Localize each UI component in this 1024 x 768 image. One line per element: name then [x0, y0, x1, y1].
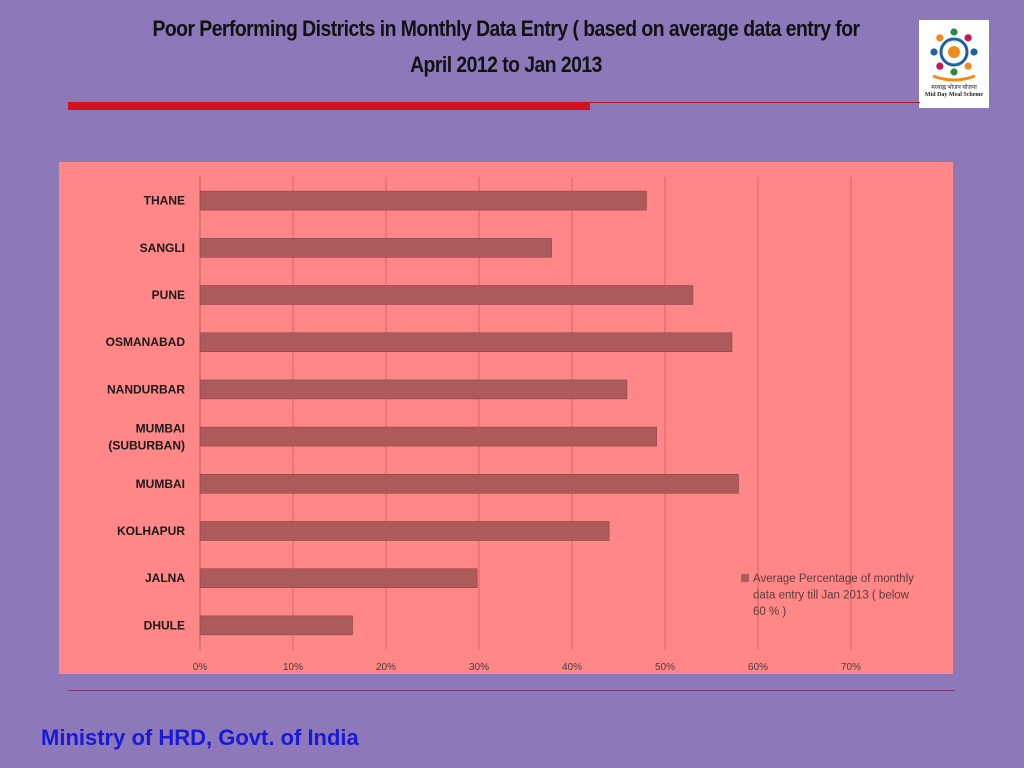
x-tick-label: 30% — [469, 662, 489, 673]
bar — [199, 521, 610, 541]
logo-figure — [936, 34, 944, 42]
bar — [199, 238, 552, 258]
bar — [199, 332, 733, 352]
footer-rule-line — [68, 690, 955, 691]
bar — [199, 473, 739, 494]
bar — [199, 285, 694, 305]
x-tick-label: 50% — [655, 662, 675, 673]
logo-figure — [950, 28, 958, 36]
slide-title-line-2: April 2012 to Jan 2013 — [410, 52, 602, 77]
logo-figure — [964, 34, 972, 42]
bar — [199, 426, 657, 447]
x-tick-label: 20% — [376, 662, 396, 673]
x-tick-label: 40% — [562, 662, 582, 673]
category-label: KOLHAPUR — [117, 524, 185, 538]
category-label: MUMBAI (SUBURBAN) — [108, 422, 185, 453]
footer-text: Ministry of HRD, Govt. of India — [41, 725, 359, 750]
category-label: THANE — [144, 194, 185, 208]
logo-figure — [936, 62, 944, 70]
x-tick-label: 0% — [193, 662, 208, 673]
bar — [199, 615, 353, 636]
legend-label: Average Percentage of monthly data entry … — [753, 573, 914, 618]
bar — [199, 568, 478, 589]
category-label: PUNE — [152, 288, 185, 302]
logo-english-text: Mid Day Meal Scheme — [924, 92, 984, 98]
legend-swatch — [741, 574, 749, 582]
logo-figure — [950, 68, 958, 76]
bar — [199, 190, 647, 211]
category-label: SANGLI — [140, 241, 185, 255]
mid-day-meal-scheme-logo-icon — [930, 28, 978, 82]
category-label: MUMBAI — [136, 477, 185, 491]
chart-panel: 0% 10% 20% 30% 40% 50% 60% 70% THANE SANGLI PUNE OS… — [59, 162, 953, 674]
title-accent-bar — [68, 102, 590, 110]
category-label: JALNA — [145, 571, 185, 585]
bar-chart: 0% 10% 20% 30% 40% 50% 60% 70% THANE SANGLI PUNE OS… — [106, 177, 914, 673]
bar — [199, 379, 628, 400]
category-label: OSMANABAD — [106, 335, 186, 349]
title-rule-line — [590, 102, 920, 103]
x-tick-label: 60% — [748, 662, 768, 673]
category-label: NANDURBAR — [107, 382, 185, 396]
logo-figure — [930, 48, 938, 56]
logo-figure — [964, 62, 972, 70]
logo-hindi-text: मध्याह्न भोजन योजना — [931, 85, 977, 91]
mid-day-meal-logo: मध्याह्न भोजन योजना Mid Day Meal Scheme — [919, 20, 989, 108]
logo-figure — [970, 48, 978, 56]
slide-title-line-1: Poor Performing Districts in Monthly Dat… — [152, 16, 860, 41]
x-tick-label: 70% — [841, 662, 861, 673]
category-label: DHULE — [144, 618, 185, 632]
x-tick-label: 10% — [283, 662, 303, 673]
